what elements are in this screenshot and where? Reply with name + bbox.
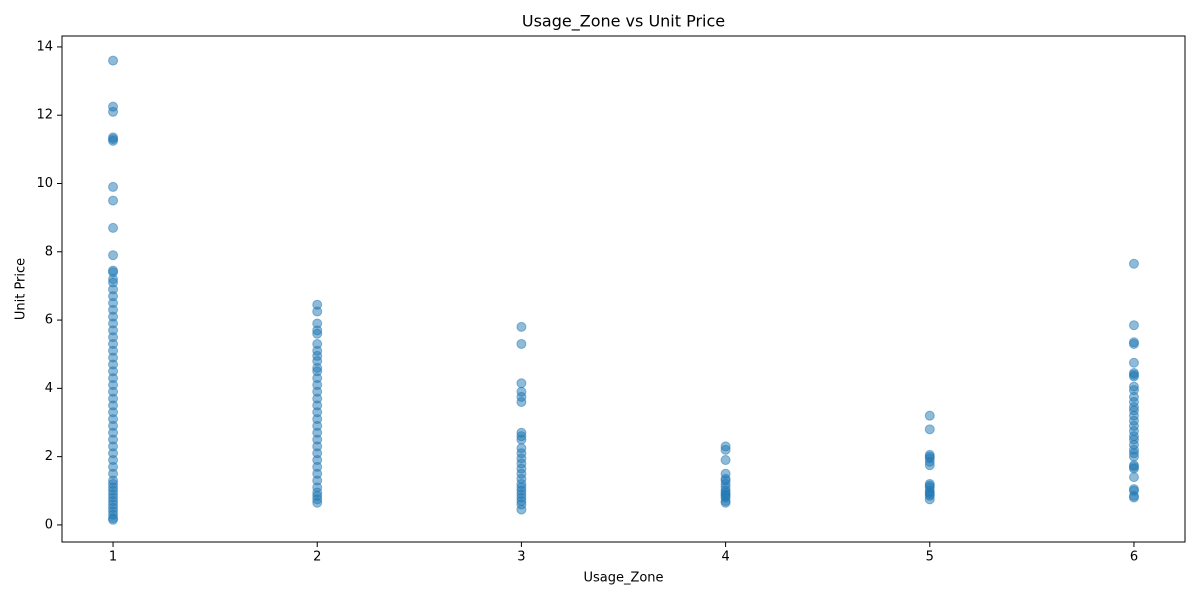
scatter-point — [516, 443, 527, 454]
y-tick-label: 6 — [45, 313, 53, 328]
x-tick-label: 3 — [517, 550, 525, 565]
scatter-point — [312, 299, 323, 310]
scatter-point — [1128, 357, 1139, 368]
scatter-point — [108, 132, 119, 143]
scatter-point — [720, 468, 731, 479]
scatter-point — [516, 378, 527, 389]
scatter-point — [516, 427, 527, 438]
scatter-point — [1128, 367, 1139, 378]
y-tick-label: 0 — [45, 517, 53, 532]
scatter-point — [108, 55, 119, 66]
scatter-point — [312, 318, 323, 329]
scatter-point — [1128, 337, 1139, 348]
y-tick-label: 2 — [45, 449, 53, 464]
scatter-point — [1128, 320, 1139, 331]
scatter-point — [516, 338, 527, 349]
axes-frame — [61, 35, 1186, 543]
y-tick-label: 8 — [45, 244, 53, 259]
x-tick-label: 5 — [926, 550, 934, 565]
x-axis-label: Usage_Zone — [583, 571, 663, 586]
scatter-point — [924, 424, 935, 435]
scatter-point — [108, 101, 119, 112]
scatter-point — [924, 410, 935, 421]
chart-title: Usage_Zone vs Unit Price — [522, 12, 725, 32]
scatter-point — [1128, 258, 1139, 269]
y-tick-label: 10 — [36, 176, 53, 191]
scatter-point — [924, 478, 935, 489]
scatter-point — [1128, 460, 1139, 471]
scatter-point — [312, 338, 323, 349]
plot-area — [108, 55, 1139, 525]
scatter-point — [720, 455, 731, 466]
scatter-point — [108, 265, 119, 276]
y-tick-label: 12 — [36, 108, 53, 123]
scatter-point — [924, 449, 935, 460]
y-axis-label: Unit Price — [14, 258, 29, 320]
scatter-point — [516, 321, 527, 332]
scatter-point — [516, 386, 527, 397]
x-tick-label: 2 — [313, 550, 321, 565]
scatter-point — [108, 222, 119, 233]
x-tick-label: 6 — [1130, 550, 1138, 565]
scatter-point — [108, 181, 119, 192]
x-tick-label: 4 — [721, 550, 729, 565]
scatter-point — [108, 195, 119, 206]
scatter-point — [1128, 381, 1139, 392]
y-tick-label: 4 — [45, 381, 53, 396]
scatter-point — [1128, 484, 1139, 495]
y-tick-label: 14 — [36, 39, 53, 54]
scatter-point — [108, 250, 119, 261]
scatter-point — [1128, 472, 1139, 483]
x-tick-label: 1 — [109, 550, 117, 565]
scatter-point — [720, 441, 731, 452]
